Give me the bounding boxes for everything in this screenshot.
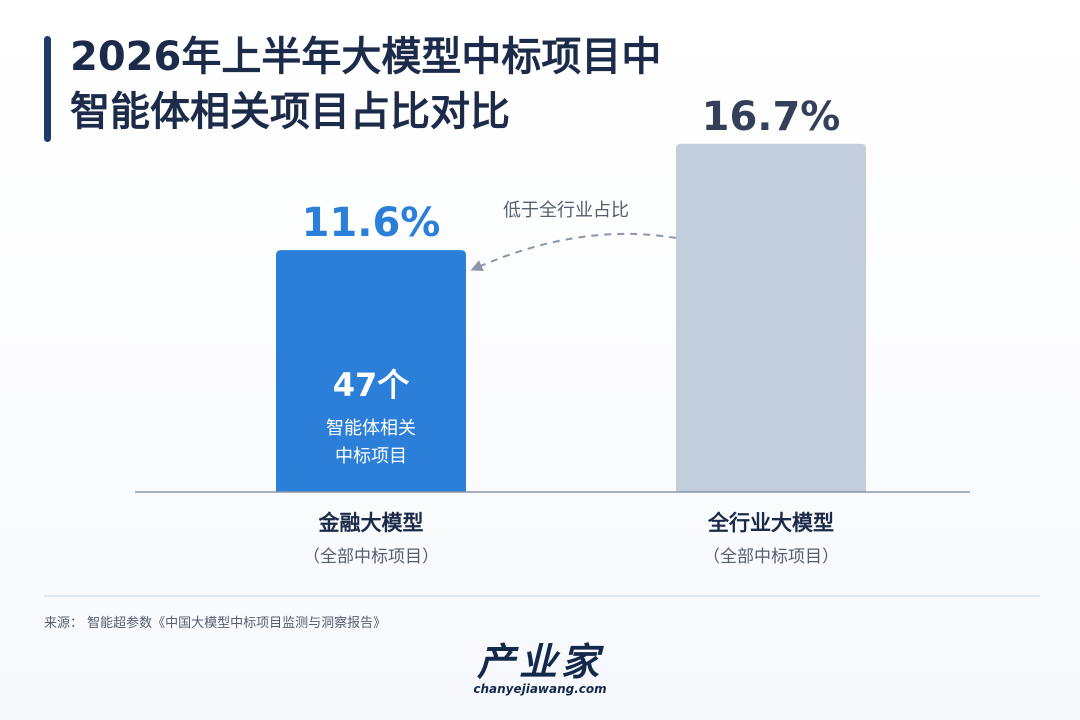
logo-url: chanyejiawang.com	[473, 682, 607, 696]
category-sublabel-1: （全部中标项目）	[303, 547, 439, 567]
bar-inner-count: 47个	[333, 366, 410, 404]
title-line-1: 2026年上半年大模型中标项目中	[70, 34, 662, 80]
bar-inner-text-line-1: 智能体相关	[326, 418, 416, 439]
bar-1	[276, 250, 466, 492]
category-label-1: 金融大模型	[318, 511, 424, 535]
title-line-2: 智能体相关项目占比对比	[70, 89, 510, 135]
comparison-arrow	[470, 232, 677, 272]
category-label-2: 全行业大模型	[707, 511, 834, 535]
value-label-1: 11.6%	[302, 200, 441, 246]
category-sublabel-2: （全部中标项目）	[703, 547, 839, 567]
title-accent-bar	[44, 36, 51, 142]
bar-2	[676, 143, 866, 492]
chart-title: 2026年上半年大模型中标项目中 智能体相关项目占比对比	[70, 30, 970, 140]
value-label-2: 16.7%	[702, 94, 841, 140]
comparison-annotation: 低于全行业占比	[503, 200, 629, 221]
bar-inner-text-line-2: 中标项目	[335, 446, 407, 467]
logo: 产业家 chanyejiawang.com	[440, 642, 640, 696]
logo-name: 产业家	[476, 640, 603, 684]
source-note: 来源： 智能超参数《中国大模型中标项目监测与洞察报告》	[44, 616, 387, 631]
